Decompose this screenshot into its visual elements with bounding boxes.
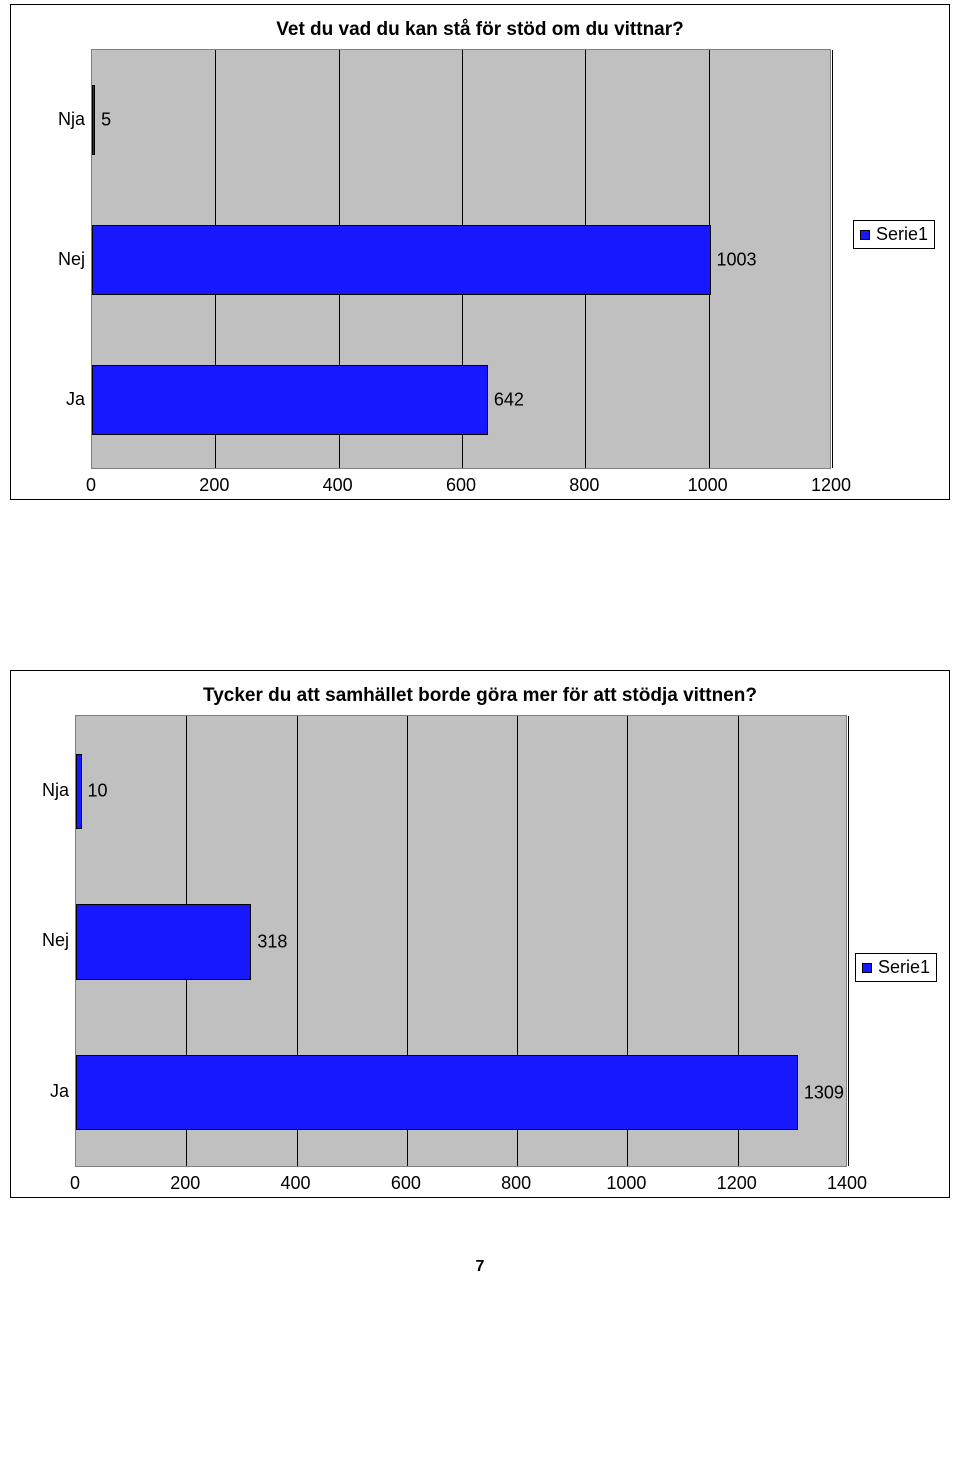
chart-2-title: Tycker du att samhället borde göra mer f…: [11, 671, 949, 715]
chart-2-plot-area: 10 318 1309: [75, 715, 847, 1167]
bar-value-label: 1309: [804, 1082, 844, 1103]
y-category-label: Ja: [66, 389, 85, 410]
gridline: [832, 50, 833, 468]
x-tick-label: 1000: [606, 1173, 646, 1194]
bar-value-label: 318: [257, 932, 287, 953]
chart-1-title: Vet du vad du kan stå för stöd om du vit…: [11, 5, 949, 49]
x-tick-label: 600: [446, 475, 476, 496]
chart-1: Vet du vad du kan stå för stöd om du vit…: [10, 4, 950, 500]
bar: [76, 904, 251, 979]
legend-label: Serie1: [878, 957, 930, 978]
x-tick-label: 400: [323, 475, 353, 496]
y-category-label: Nja: [58, 109, 85, 130]
y-category-label: Nej: [42, 930, 69, 951]
x-tick-label: 400: [281, 1173, 311, 1194]
x-tick-label: 800: [569, 475, 599, 496]
chart-2-legend: Serie1: [855, 953, 937, 982]
legend-swatch-icon: [860, 230, 870, 240]
x-tick-label: 200: [170, 1173, 200, 1194]
bar-value-label: 642: [494, 390, 524, 411]
x-tick-label: 0: [86, 475, 96, 496]
x-tick-label: 1200: [717, 1173, 757, 1194]
legend-label: Serie1: [876, 224, 928, 245]
y-category-label: Ja: [50, 1081, 69, 1102]
bar: [76, 754, 82, 829]
chart-2: Tycker du att samhället borde göra mer f…: [10, 670, 950, 1198]
bar: [92, 225, 711, 295]
legend-swatch-icon: [862, 963, 872, 973]
bar: [76, 1055, 798, 1130]
chart-1-legend: Serie1: [853, 220, 935, 249]
gridline: [848, 716, 849, 1166]
chart-1-x-axis: 020040060080010001200: [91, 469, 831, 499]
x-tick-label: 600: [391, 1173, 421, 1194]
x-tick-label: 1200: [811, 475, 851, 496]
x-tick-label: 800: [501, 1173, 531, 1194]
x-tick-label: 0: [70, 1173, 80, 1194]
bar-value-label: 10: [88, 781, 108, 802]
bar: [92, 365, 488, 435]
bar-value-label: 5: [101, 110, 111, 131]
x-tick-label: 1000: [688, 475, 728, 496]
chart-2-y-labels: Nja Nej Ja: [11, 715, 75, 1167]
bar-value-label: 1003: [717, 250, 757, 271]
y-category-label: Nja: [42, 780, 69, 801]
chart-1-y-labels: Nja Nej Ja: [11, 49, 91, 469]
y-category-label: Nej: [58, 249, 85, 270]
x-tick-label: 1400: [827, 1173, 867, 1194]
bar: [92, 85, 95, 155]
page-number: 7: [0, 1258, 960, 1296]
x-tick-label: 200: [199, 475, 229, 496]
chart-2-x-axis: 0200400600800100012001400: [75, 1167, 847, 1197]
chart-1-plot-area: 5 1003 642: [91, 49, 831, 469]
